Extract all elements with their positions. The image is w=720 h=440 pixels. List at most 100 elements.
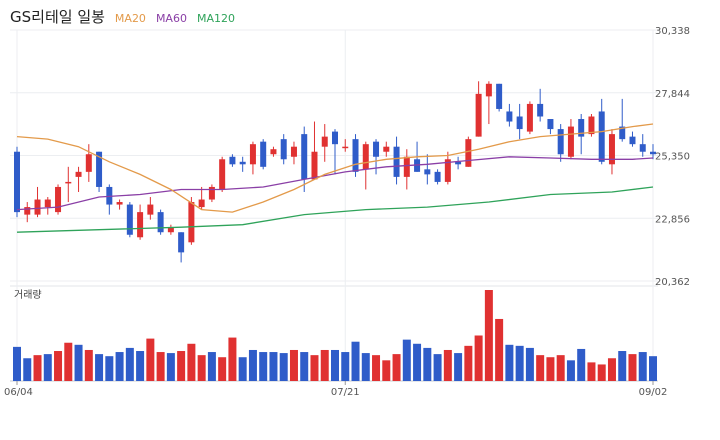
candle bbox=[147, 197, 154, 220]
candle bbox=[403, 149, 410, 190]
candle bbox=[208, 184, 215, 203]
volume-bar bbox=[351, 341, 360, 381]
candle bbox=[434, 169, 441, 185]
volume-bar bbox=[515, 345, 524, 381]
volume-bar bbox=[166, 353, 175, 381]
candle-body bbox=[126, 204, 133, 235]
candle bbox=[557, 124, 564, 162]
volume-bar bbox=[84, 349, 93, 381]
volume-bar bbox=[320, 349, 329, 381]
volume-bar bbox=[310, 355, 319, 381]
volume-bar bbox=[33, 355, 42, 381]
x-tick-label: 09/02 bbox=[639, 387, 668, 398]
volume-bar bbox=[177, 351, 186, 381]
candle bbox=[567, 119, 574, 160]
volume-bar bbox=[341, 352, 350, 381]
y-tick-label: 22,856 bbox=[655, 214, 690, 225]
volume-bar bbox=[331, 349, 339, 381]
x-tick-label: 07/21 bbox=[331, 387, 360, 398]
candle-body bbox=[44, 199, 51, 208]
candle bbox=[578, 113, 585, 155]
candle-body bbox=[434, 171, 441, 182]
candle bbox=[96, 151, 103, 192]
volume-bar bbox=[433, 354, 442, 381]
candle-body bbox=[639, 144, 646, 152]
candle-body bbox=[485, 83, 492, 97]
candle-body bbox=[157, 212, 164, 233]
volume-bar bbox=[54, 351, 63, 381]
volume-bar bbox=[238, 357, 247, 381]
candle bbox=[485, 81, 492, 125]
volume-bar bbox=[464, 345, 473, 381]
candle bbox=[526, 101, 533, 135]
candle-body bbox=[198, 199, 205, 208]
candle-body bbox=[301, 134, 308, 180]
volume-bar bbox=[566, 360, 575, 381]
candle bbox=[639, 134, 646, 157]
volume-bar bbox=[207, 352, 216, 381]
volume-bar bbox=[474, 335, 483, 381]
candle bbox=[629, 131, 636, 147]
candle bbox=[650, 144, 656, 160]
candle bbox=[290, 141, 297, 165]
candle-body bbox=[537, 103, 544, 117]
volume-bar bbox=[13, 346, 21, 381]
volume-bar bbox=[649, 356, 657, 381]
candles-group bbox=[14, 81, 656, 263]
candle-body bbox=[403, 156, 410, 177]
candle-body bbox=[290, 146, 297, 157]
candle-body bbox=[506, 111, 513, 122]
candle-body bbox=[362, 144, 369, 170]
candle-body bbox=[311, 151, 318, 180]
candle bbox=[311, 121, 318, 180]
candle-body bbox=[249, 144, 256, 165]
volume-bar bbox=[638, 352, 647, 381]
volume-bar bbox=[197, 355, 206, 381]
candle bbox=[65, 166, 72, 203]
x-tick-label: 06/04 bbox=[4, 387, 33, 398]
candle bbox=[393, 136, 400, 185]
candle-body bbox=[373, 141, 380, 157]
candle bbox=[332, 129, 338, 175]
candle-body bbox=[65, 181, 72, 184]
candle bbox=[188, 197, 195, 245]
candle bbox=[373, 139, 380, 175]
volume-bar bbox=[577, 348, 586, 381]
candle bbox=[106, 184, 113, 215]
candle-body bbox=[332, 131, 338, 145]
candle bbox=[506, 103, 513, 127]
candle-body bbox=[188, 202, 195, 243]
candle bbox=[34, 186, 41, 218]
legend-ma120: MA120 bbox=[196, 12, 235, 25]
moving-averages bbox=[16, 123, 654, 233]
candle-body bbox=[321, 136, 328, 147]
volume-bar bbox=[259, 352, 268, 381]
ma120-line bbox=[16, 186, 654, 233]
candle-body bbox=[588, 116, 595, 135]
candle bbox=[496, 83, 503, 112]
candle bbox=[362, 141, 369, 190]
volume-bar bbox=[218, 357, 227, 381]
volume-bar bbox=[546, 357, 555, 381]
candle-body bbox=[424, 169, 431, 175]
candle-body bbox=[629, 136, 636, 145]
volume-bar bbox=[279, 353, 288, 381]
candle-body bbox=[137, 212, 144, 238]
volume-group bbox=[13, 290, 657, 381]
candle bbox=[455, 156, 462, 170]
candle-body bbox=[475, 93, 482, 137]
volume-bar bbox=[536, 355, 545, 381]
candle bbox=[178, 232, 185, 263]
candle bbox=[537, 88, 544, 122]
candle-body bbox=[352, 139, 359, 172]
candle bbox=[157, 209, 164, 235]
candle bbox=[249, 141, 256, 175]
candle-body bbox=[598, 111, 605, 162]
candle bbox=[352, 134, 359, 177]
candle-body bbox=[496, 83, 503, 109]
candle bbox=[24, 202, 31, 223]
volume-bar bbox=[187, 343, 196, 381]
volume-label: 거래량 bbox=[14, 289, 42, 301]
candle bbox=[383, 141, 390, 157]
candle-body bbox=[383, 146, 390, 152]
